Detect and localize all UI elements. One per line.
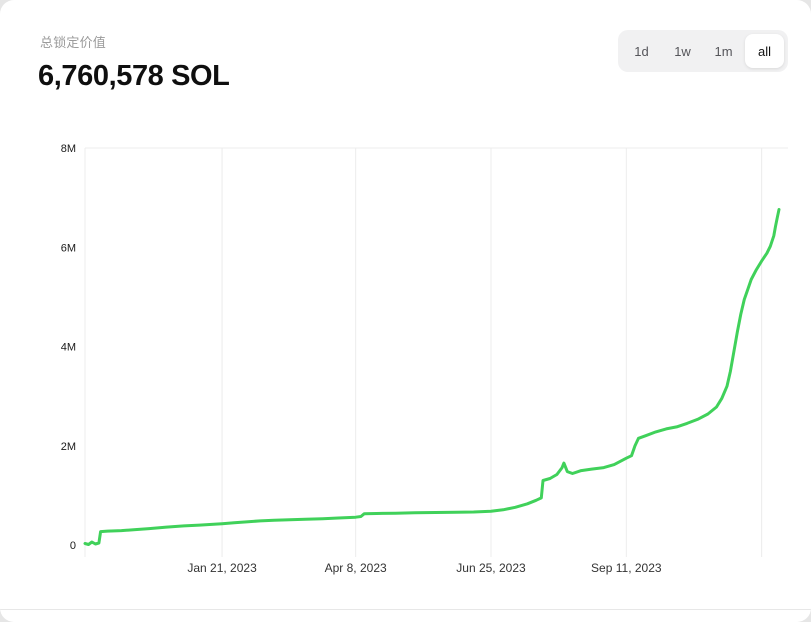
y-axis-label: 4M	[61, 342, 76, 354]
tvl-line	[83, 208, 781, 546]
y-axis-label: 2M	[61, 441, 76, 453]
x-axis-label: Jun 25, 2023	[456, 561, 526, 575]
tvl-line-chart[interactable]: Jan 21, 2023 Apr 8, 2023 Jun 25, 2023 Sep 1…	[0, 120, 811, 600]
range-button-1d[interactable]: 1d	[622, 34, 661, 68]
range-button-1w[interactable]: 1w	[663, 34, 702, 68]
x-axis-label: Jan 21, 2023	[187, 561, 257, 575]
tvl-value: 6,760,578 SOL	[38, 60, 230, 92]
range-button-all[interactable]: all	[745, 34, 784, 68]
time-range-selector: 1d 1w 1m all	[618, 30, 788, 72]
section-divider	[0, 609, 811, 610]
y-axis-label: 0	[70, 540, 76, 552]
x-axis-label: Apr 8, 2023	[325, 561, 387, 575]
y-axis-label: 6M	[61, 242, 76, 254]
tvl-title: 总锁定价值	[40, 35, 107, 50]
range-button-1m[interactable]: 1m	[704, 34, 743, 68]
y-axis-label: 8M	[61, 143, 76, 155]
x-axis-label: Sep 11, 2023	[591, 561, 662, 575]
